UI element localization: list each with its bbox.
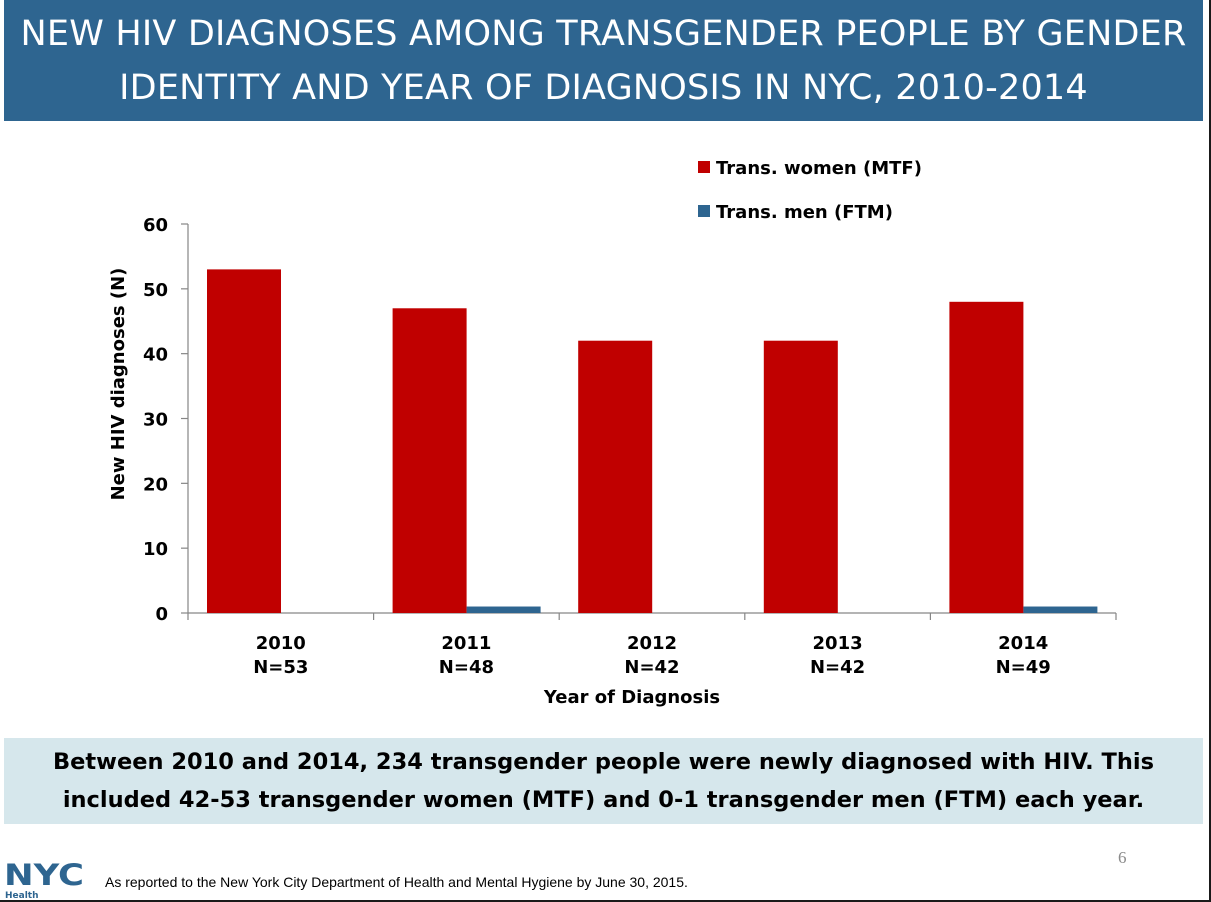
bar-mtf-2013 (763, 340, 838, 613)
slide-title-line-1: NEW HIV DIAGNOSES AMONG TRANSGENDER PEOP… (20, 13, 1187, 54)
source-note: As reported to the New York City Departm… (105, 874, 688, 890)
bar-mtf-2011 (392, 308, 467, 613)
x-axis-title: Year of Diagnosis (543, 687, 720, 708)
summary-text: Between 2010 and 2014, 234 transgender p… (29, 743, 1179, 819)
y-tick-label: 0 (155, 604, 168, 625)
logo-subtext: Health (5, 891, 39, 900)
x-tick-label-year: 2012 (627, 633, 677, 654)
legend-swatch-ftm (698, 205, 710, 217)
legend-label-mtf: Trans. women (MTF) (716, 158, 922, 179)
x-tick-label-year: 2011 (441, 633, 491, 654)
nyc-health-logo: NYC Health (4, 858, 84, 900)
legend-label-ftm: Trans. men (FTM) (716, 202, 893, 223)
y-tick-label: 10 (143, 539, 168, 560)
x-tick-label-n: N=42 (624, 657, 679, 678)
y-axis-title: New HIV diagnoses (N) (108, 268, 129, 501)
chart-x-labels: 2010 N=53 2011 N=48 2012 N=42 2013 N=42 2014 N=49 (253, 633, 1051, 678)
bar-chart: Trans. women (MTF) Trans. men (FTM) 0 10 20… (108, 158, 1117, 708)
x-tick-label-year: 2010 (256, 633, 306, 654)
title-bar: NEW HIV DIAGNOSES AMONG TRANSGENDER PEOP… (4, 0, 1203, 121)
x-tick-label-n: N=42 (810, 657, 865, 678)
chart-legend: Trans. women (MTF) Trans. men (FTM) (698, 158, 922, 223)
summary-box: Between 2010 and 2014, 234 transgender p… (4, 738, 1203, 824)
logo-text: NYC (4, 858, 84, 892)
x-tick-label-n: N=49 (996, 657, 1051, 678)
y-tick-label: 60 (143, 215, 168, 236)
x-tick-label-n: N=53 (253, 657, 308, 678)
y-tick-label: 20 (143, 474, 168, 495)
chart-bars (207, 269, 1098, 613)
bar-mtf-2010 (207, 269, 281, 613)
bar-ftm-2014 (1023, 606, 1098, 613)
legend-swatch-mtf (698, 161, 710, 173)
y-tick-label: 50 (143, 280, 168, 301)
bar-mtf-2012 (578, 340, 653, 613)
summary-line-2: included 42-53 transgender women (MTF) a… (62, 787, 1145, 813)
slide-title-line-2: IDENTITY AND YEAR OF DIAGNOSIS IN NYC, 2… (119, 67, 1088, 108)
y-tick-label: 40 (143, 345, 168, 366)
page-number: 6 (1118, 848, 1127, 867)
x-tick-label-n: N=48 (439, 657, 494, 678)
summary-line-1: Between 2010 and 2014, 234 transgender p… (53, 749, 1154, 775)
bar-mtf-2014 (949, 301, 1024, 613)
x-tick-label-year: 2013 (813, 633, 863, 654)
x-tick-label-year: 2014 (998, 633, 1048, 654)
bar-ftm-2011 (466, 606, 541, 613)
y-tick-label: 30 (143, 410, 168, 431)
slide-title: NEW HIV DIAGNOSES AMONG TRANSGENDER PEOP… (14, 7, 1194, 115)
